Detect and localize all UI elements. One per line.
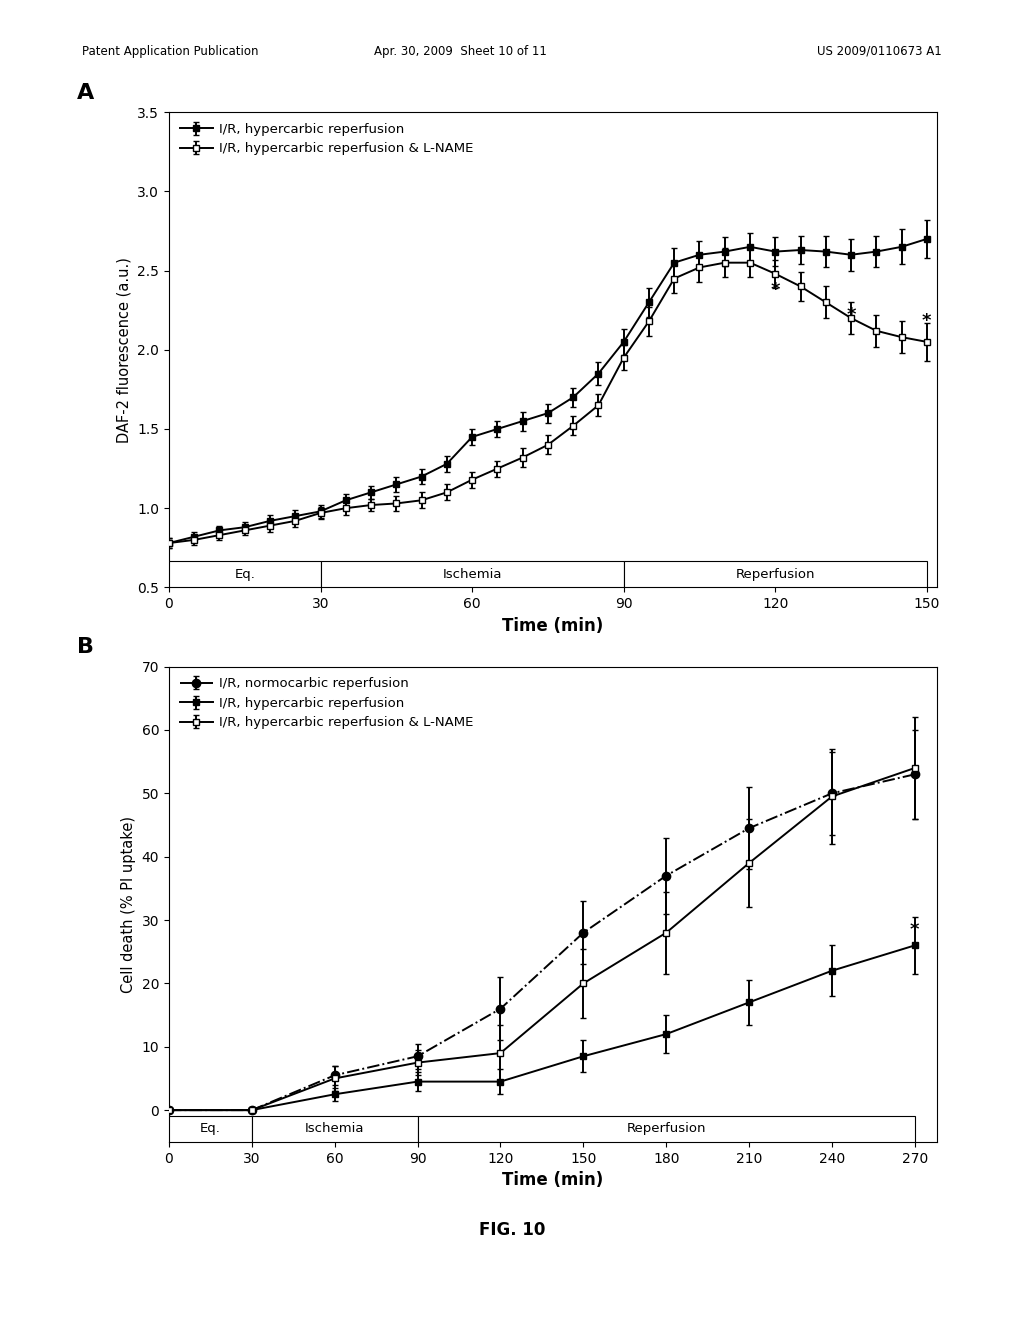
Bar [169, 1115, 252, 1142]
Text: Ischemia: Ischemia [305, 1122, 365, 1135]
Text: Eq.: Eq. [200, 1122, 221, 1135]
Text: Ischemia: Ischemia [442, 568, 502, 581]
Bar [169, 561, 321, 587]
Bar [624, 561, 927, 587]
Text: *: * [910, 920, 920, 939]
Y-axis label: Cell death (% PI uptake): Cell death (% PI uptake) [121, 816, 136, 993]
Text: Reperfusion: Reperfusion [627, 1122, 706, 1135]
Legend: I/R, hypercarbic reperfusion, I/R, hypercarbic reperfusion & L-NAME: I/R, hypercarbic reperfusion, I/R, hyper… [175, 119, 477, 160]
Text: FIG. 10: FIG. 10 [479, 1221, 545, 1239]
Bar [252, 1115, 418, 1142]
Legend: I/R, normocarbic reperfusion, I/R, hypercarbic reperfusion, I/R, hypercarbic rep: I/R, normocarbic reperfusion, I/R, hyper… [175, 673, 477, 734]
Text: *: * [846, 306, 856, 323]
Y-axis label: DAF-2 fluorescence (a.u.): DAF-2 fluorescence (a.u.) [117, 257, 132, 442]
Text: Eq.: Eq. [234, 568, 255, 581]
Text: Patent Application Publication: Patent Application Publication [82, 45, 258, 58]
Text: Reperfusion: Reperfusion [735, 568, 815, 581]
Bar [418, 1115, 914, 1142]
X-axis label: Time (min): Time (min) [503, 616, 603, 635]
Text: B: B [77, 638, 94, 657]
Text: *: * [922, 313, 932, 330]
Text: US 2009/0110673 A1: US 2009/0110673 A1 [817, 45, 942, 58]
X-axis label: Time (min): Time (min) [503, 1171, 603, 1189]
Text: A: A [77, 83, 94, 103]
Bar [321, 561, 624, 587]
Text: Apr. 30, 2009  Sheet 10 of 11: Apr. 30, 2009 Sheet 10 of 11 [375, 45, 547, 58]
Text: *: * [770, 281, 780, 298]
